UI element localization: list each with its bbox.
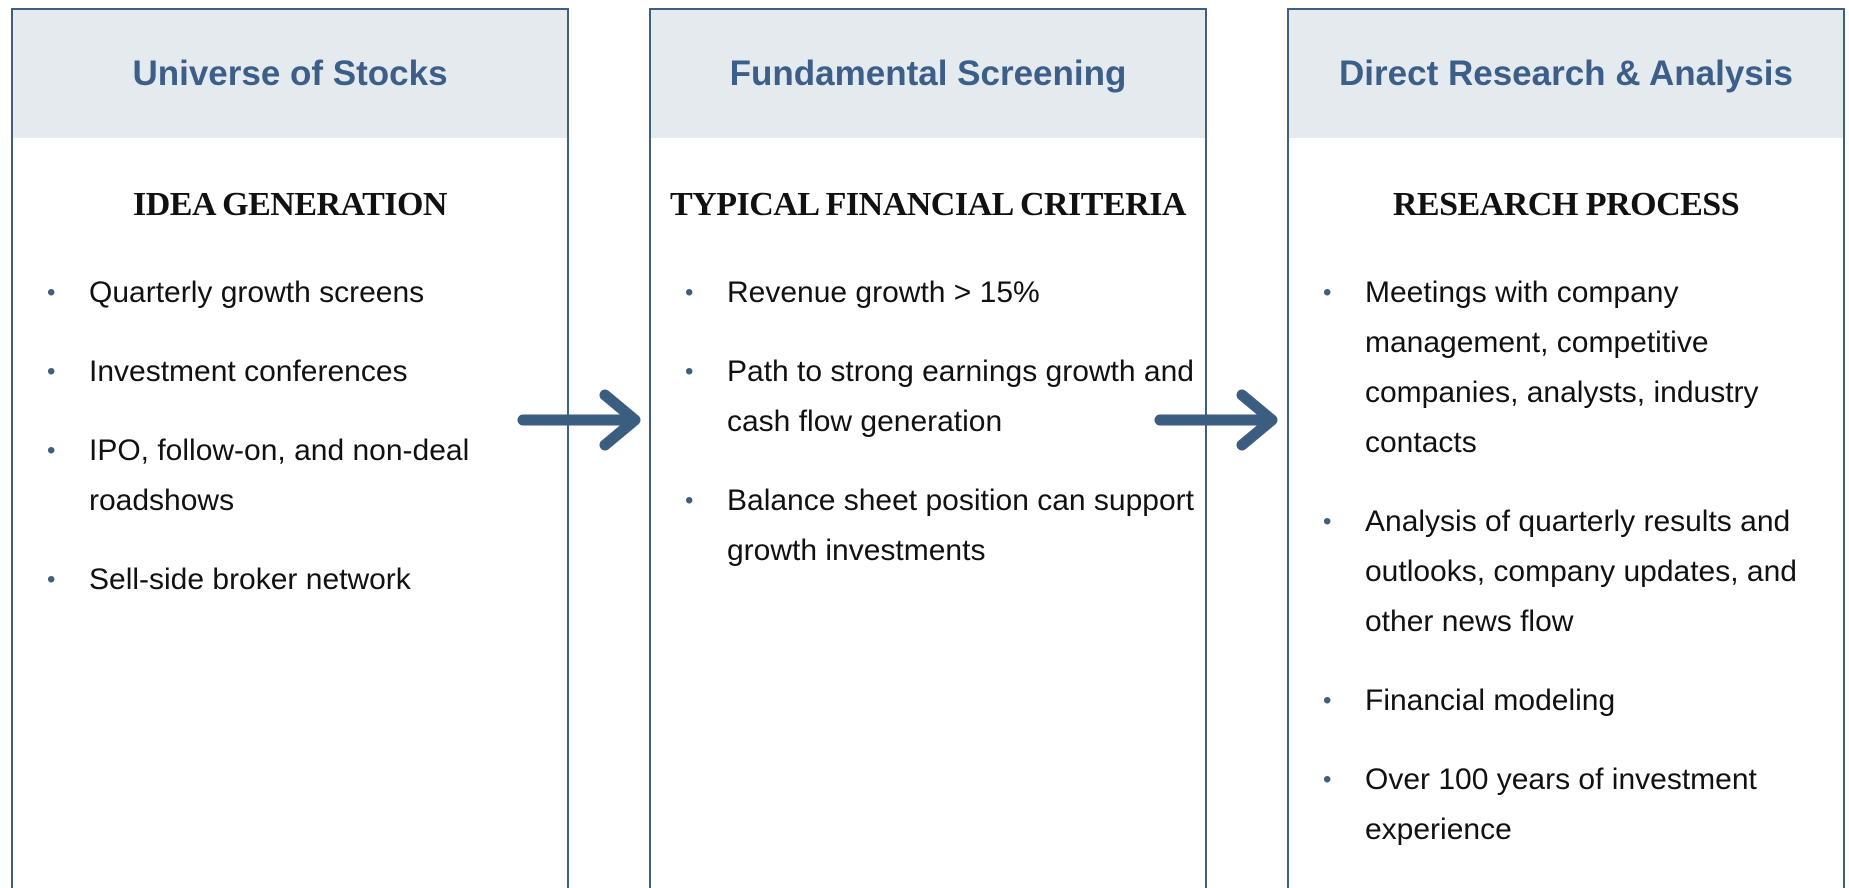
bullet-item: Quarterly growth screens [47, 268, 557, 318]
bullet-list: Quarterly growth screens Investment confe… [13, 268, 567, 605]
column-card: Direct Research & Analysis RESEARCH PROCE… [1287, 8, 1845, 888]
bullet-item: Investment conferences [47, 347, 557, 397]
bullet-item: Over 100 years of investment experience [1323, 755, 1833, 855]
column-title: Fundamental Screening [651, 10, 1205, 138]
bullet-item: Sell-side broker network [47, 555, 557, 605]
bullet-item: IPO, follow-on, and non-deal roadshows [47, 426, 557, 526]
column-title: Universe of Stocks [13, 10, 567, 138]
bullet-list: Meetings with company management, compet… [1289, 268, 1843, 855]
section-heading: IDEA GENERATION [133, 186, 448, 223]
bullet-item: Path to strong earnings growth and cash … [685, 347, 1195, 447]
bullet-item: Financial modeling [1323, 676, 1833, 726]
column-card: Universe of Stocks IDEA GENERATION Quarter… [11, 8, 569, 888]
arrow [1154, 389, 1278, 451]
bullet-item: Balance sheet position can support growt… [685, 476, 1195, 576]
bullet-item: Meetings with company management, compet… [1323, 268, 1833, 468]
arrow [517, 389, 641, 451]
column-title: Direct Research & Analysis [1289, 10, 1843, 138]
section-heading: RESEARCH PROCESS [1392, 186, 1740, 223]
bullet-item: Analysis of quarterly results and outloo… [1323, 497, 1833, 647]
bullet-list: Revenue growth > 15% Path to strong earni… [651, 268, 1205, 576]
column-card: Fundamental Screening TYPICAL FINANCIAL C… [649, 8, 1207, 888]
section-heading: TYPICAL FINANCIAL CRITERIA [670, 186, 1186, 223]
bullet-item: Revenue growth > 15% [685, 268, 1195, 318]
